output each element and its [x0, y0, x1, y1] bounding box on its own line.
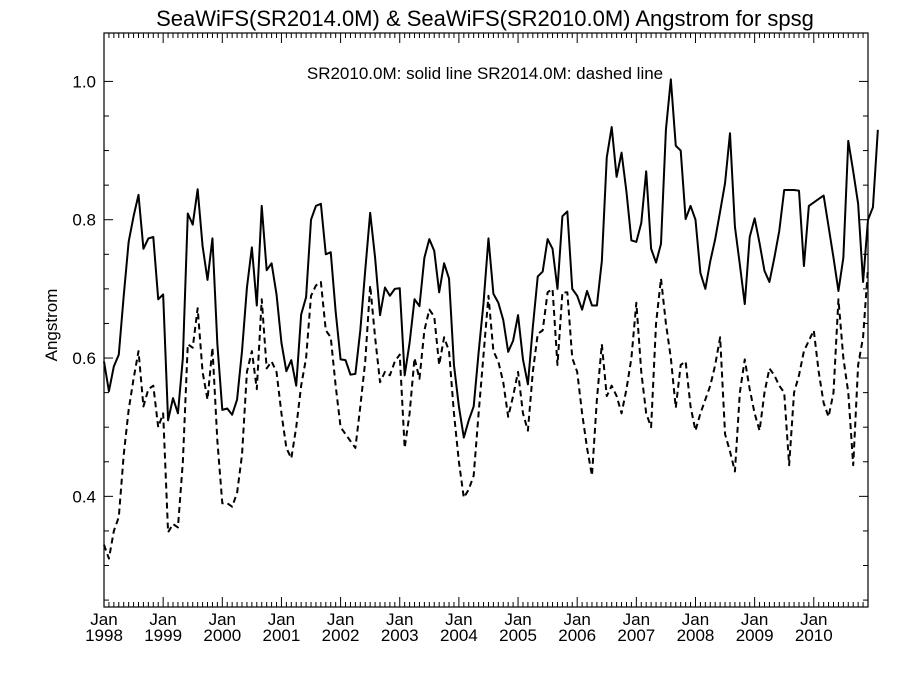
x-tick-year-label: 1998 [85, 626, 123, 645]
x-tick-month-label: Jan [741, 610, 768, 629]
x-tick-year-label: 2003 [381, 626, 419, 645]
x-tick-year-label: 2010 [795, 626, 833, 645]
x-tick-year-label: 2008 [677, 626, 715, 645]
y-tick-label: 1.0 [72, 72, 96, 91]
chart-title: SeaWiFS(SR2014.0M) & SeaWiFS(SR2010.0M) … [156, 6, 814, 31]
x-tick-year-label: 1999 [144, 626, 182, 645]
x-tick-month-label: Jan [504, 610, 531, 629]
legend-annotation: SR2010.0M: solid line SR2014.0M: dashed … [307, 64, 663, 83]
x-tick-month-label: Jan [90, 610, 117, 629]
x-tick-month-label: Jan [327, 610, 354, 629]
series-line-solid [103, 78, 879, 439]
x-tick-year-label: 2001 [263, 626, 301, 645]
x-tick-year-label: 2009 [736, 626, 774, 645]
y-axis: 0.4 0.6 0.8 1.0 [72, 72, 868, 601]
series-line-dashed [103, 268, 869, 560]
y-axis-label: Angstrom [42, 289, 61, 362]
x-tick-month-label: Jan [149, 610, 176, 629]
x-tick-month-label: Jan [682, 610, 709, 629]
x-tick-month-label: Jan [209, 610, 236, 629]
x-tick-year-label: 2006 [558, 626, 596, 645]
x-tick-year-label: 2007 [617, 626, 655, 645]
x-tick-year-label: 2004 [440, 626, 478, 645]
y-tick-label: 0.4 [72, 487, 96, 506]
x-tick-month-label: Jan [623, 610, 650, 629]
x-axis: Jan1998Jan1999Jan2000Jan2001Jan2002Jan20… [85, 33, 869, 645]
y-tick-label: 0.6 [72, 349, 96, 368]
x-tick-month-label: Jan [386, 610, 413, 629]
x-tick-month-label: Jan [445, 610, 472, 629]
plot-frame [103, 32, 869, 608]
y-tick-label: 0.8 [72, 211, 96, 230]
x-tick-year-label: 2005 [499, 626, 537, 645]
x-tick-month-label: Jan [563, 610, 590, 629]
x-tick-year-label: 2000 [203, 626, 241, 645]
series-layer [103, 78, 879, 560]
x-tick-month-label: Jan [800, 610, 827, 629]
x-tick-month-label: Jan [268, 610, 295, 629]
x-tick-year-label: 2002 [322, 626, 360, 645]
